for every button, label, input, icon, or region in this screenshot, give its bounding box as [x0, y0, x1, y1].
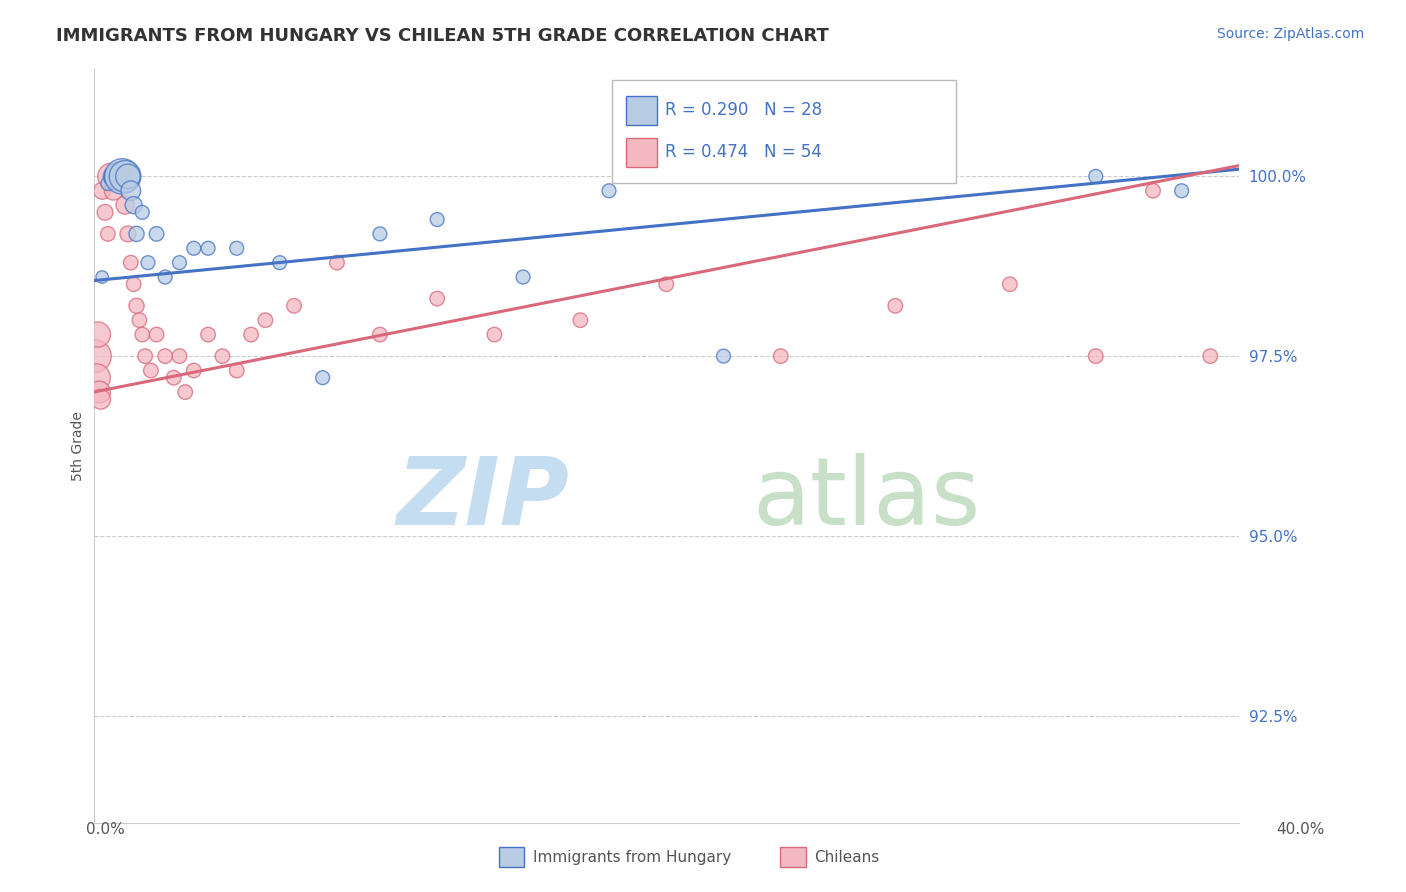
Text: R = 0.290   N = 28: R = 0.290 N = 28 [665, 101, 823, 119]
Point [91, 270, 114, 285]
Point [103, 169, 125, 184]
Point [484, 327, 506, 342]
Text: atlas: atlas [752, 453, 980, 545]
Point [111, 169, 134, 184]
Point [368, 227, 391, 241]
Point [225, 241, 247, 255]
Point [103, 184, 125, 198]
Point [131, 327, 153, 342]
Point [97, 227, 120, 241]
Point [254, 313, 277, 327]
Point [100, 169, 122, 184]
Point [1084, 349, 1107, 363]
Point [998, 277, 1021, 292]
Text: 0.0%: 0.0% [86, 822, 125, 837]
Point [131, 205, 153, 219]
Point [105, 169, 128, 184]
Point [163, 370, 186, 384]
Point [569, 313, 592, 327]
Point [368, 327, 391, 342]
Point [598, 184, 620, 198]
Point [117, 169, 139, 184]
Point [108, 169, 131, 184]
Point [283, 299, 305, 313]
Point [122, 198, 145, 212]
Point [114, 198, 136, 212]
Point [153, 349, 176, 363]
Point [884, 299, 907, 313]
Point [197, 241, 219, 255]
Point [769, 349, 792, 363]
Point [114, 169, 136, 184]
Point [87, 327, 110, 342]
Point [108, 169, 131, 184]
Point [426, 292, 449, 306]
Point [1084, 169, 1107, 184]
Point [174, 385, 197, 400]
Text: Source: ZipAtlas.com: Source: ZipAtlas.com [1216, 27, 1364, 41]
Point [197, 327, 219, 342]
Point [90, 392, 112, 407]
Point [225, 363, 247, 377]
Point [240, 327, 263, 342]
Point [713, 349, 735, 363]
Point [1142, 184, 1164, 198]
Point [183, 363, 205, 377]
Text: IMMIGRANTS FROM HUNGARY VS CHILEAN 5TH GRADE CORRELATION CHART: IMMIGRANTS FROM HUNGARY VS CHILEAN 5TH G… [56, 27, 830, 45]
Point [136, 255, 159, 269]
Point [326, 255, 349, 269]
Point [183, 241, 205, 255]
Point [169, 255, 191, 269]
Point [91, 184, 114, 198]
Point [139, 363, 162, 377]
Text: Immigrants from Hungary: Immigrants from Hungary [533, 850, 731, 864]
Point [311, 370, 333, 384]
Point [125, 299, 148, 313]
Point [153, 270, 176, 285]
Point [1199, 349, 1222, 363]
Point [84, 349, 107, 363]
Point [94, 205, 117, 219]
Point [120, 184, 142, 198]
Y-axis label: 5th Grade: 5th Grade [72, 411, 86, 481]
Point [117, 227, 139, 241]
Text: Chileans: Chileans [814, 850, 879, 864]
Point [134, 349, 156, 363]
Point [169, 349, 191, 363]
Point [89, 385, 111, 400]
Point [86, 370, 108, 384]
Text: ZIP: ZIP [396, 453, 569, 545]
Point [97, 177, 120, 191]
Point [211, 349, 233, 363]
Point [122, 277, 145, 292]
Point [120, 255, 142, 269]
Point [105, 169, 128, 184]
Point [145, 327, 167, 342]
Text: 40.0%: 40.0% [1277, 822, 1324, 837]
Point [655, 277, 678, 292]
Point [111, 169, 134, 184]
Point [145, 227, 167, 241]
Point [512, 270, 534, 285]
Point [128, 313, 150, 327]
Text: R = 0.474   N = 54: R = 0.474 N = 54 [665, 143, 823, 161]
Point [1170, 184, 1192, 198]
Point [426, 212, 449, 227]
Point [125, 227, 148, 241]
Point [269, 255, 291, 269]
